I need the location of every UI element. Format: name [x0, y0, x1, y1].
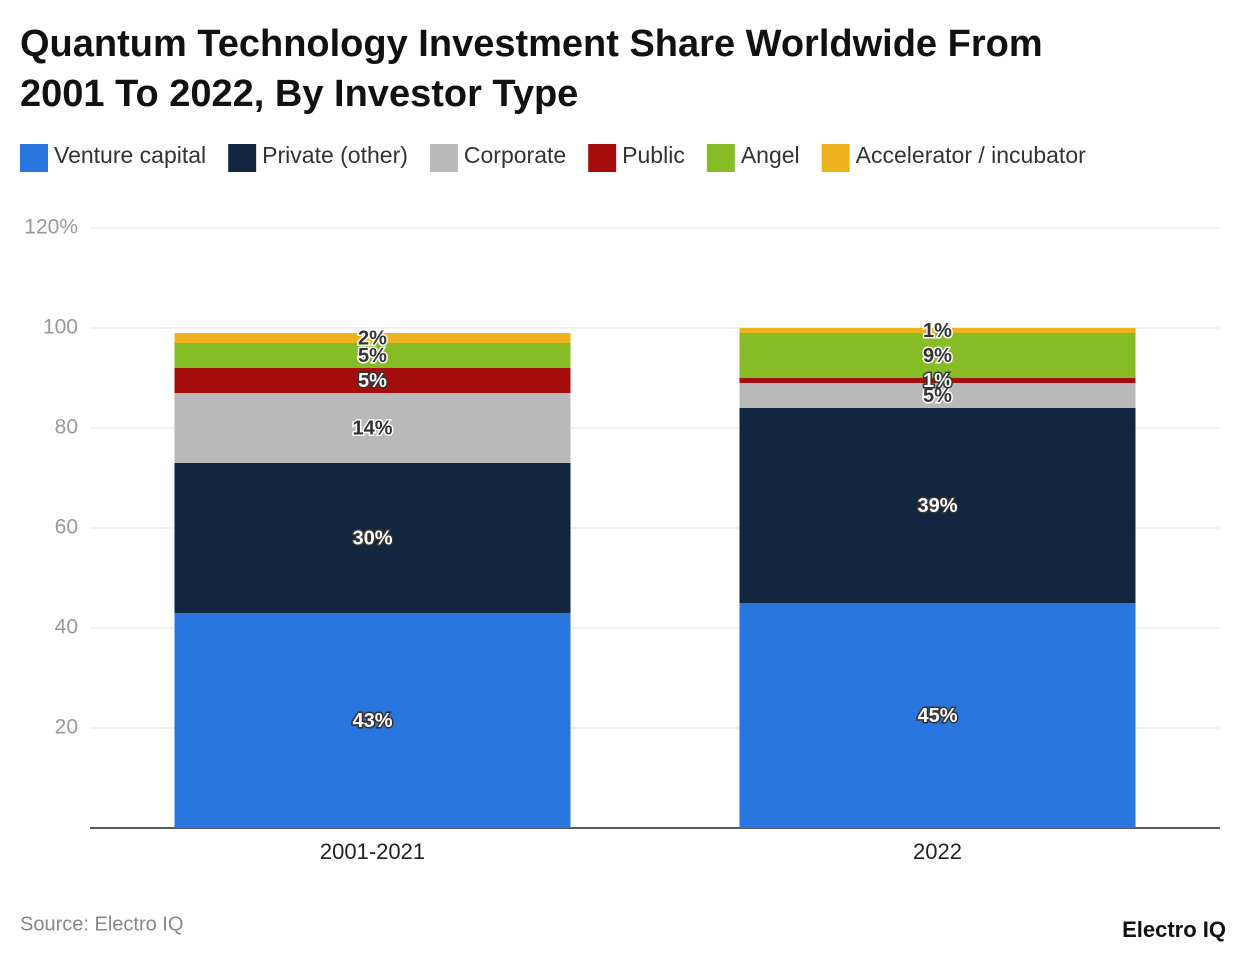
legend-label: Angel	[741, 142, 800, 168]
bar-segment	[739, 383, 1136, 408]
y-tick-label: 40	[55, 616, 78, 639]
bar-segment	[174, 343, 571, 368]
value-label: 39%	[917, 495, 957, 517]
y-tick-label: 80	[55, 416, 78, 439]
legend-label: Accelerator / incubator	[856, 142, 1086, 168]
value-label: 2%	[358, 327, 387, 349]
legend-swatch	[821, 144, 850, 172]
x-tick-label: 2001-2021	[320, 839, 425, 864]
bar-segment	[174, 613, 571, 828]
bar-segment	[174, 463, 571, 613]
bar-segment	[739, 328, 1136, 333]
value-label: 43%	[352, 710, 392, 732]
value-label: 1%	[923, 320, 952, 342]
bar-segment	[174, 333, 571, 343]
legend-label: Venture capital	[54, 142, 206, 168]
y-tick-label: 20	[55, 716, 78, 739]
bar-segment	[174, 368, 571, 393]
value-label: 1%	[923, 370, 952, 392]
x-tick-label: 2022	[913, 839, 962, 864]
value-label: 45%	[917, 705, 957, 727]
y-tick-label: 60	[55, 516, 78, 539]
bar-segment	[739, 333, 1136, 378]
brand-logo: Electro IQ	[1122, 917, 1226, 942]
legend-swatch	[588, 144, 617, 172]
value-label: 5%	[923, 385, 952, 407]
legend-swatch	[706, 144, 735, 172]
legend-label: Private (other)	[262, 142, 408, 168]
bar-segment	[739, 378, 1136, 383]
bar-segment	[174, 393, 571, 463]
value-label: 30%	[352, 527, 392, 549]
value-label: 5%	[358, 345, 387, 367]
value-label: 9%	[923, 345, 952, 367]
legend-swatch	[429, 144, 458, 172]
legend-swatch	[20, 144, 48, 172]
value-label: 5%	[358, 370, 387, 392]
y-tick-label: 100	[43, 316, 78, 339]
legend-label: Public	[622, 142, 685, 168]
chart-title: Quantum Technology Investment Share Worl…	[20, 23, 1043, 115]
bar-segment	[739, 408, 1136, 603]
legend-swatch	[228, 144, 257, 172]
legend-label: Corporate	[464, 142, 566, 168]
value-label: 14%	[352, 417, 392, 439]
y-tick-label: 120%	[24, 216, 78, 239]
source: Source: Electro IQ	[20, 913, 183, 935]
bar-segment	[739, 603, 1136, 828]
